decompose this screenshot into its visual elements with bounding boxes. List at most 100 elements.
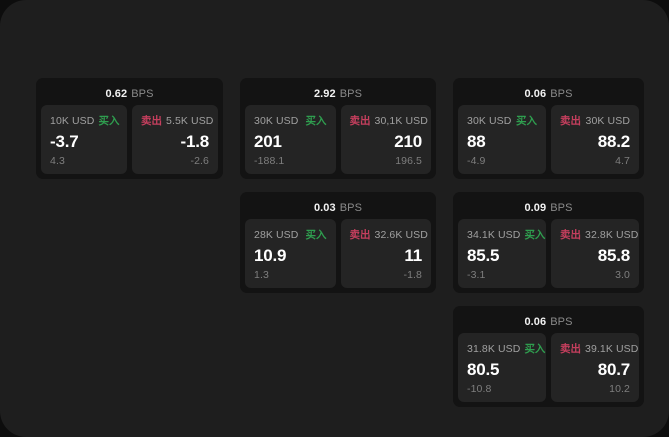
sell-price: 210 (394, 131, 422, 151)
sell-action-tag[interactable]: 卖出 (141, 115, 162, 127)
buy-side-header: 30K USD 买入 (467, 114, 537, 128)
bps-value: 0.06 (524, 88, 547, 100)
sell-price: 88.2 (597, 131, 630, 151)
card-sides: 10K USD 买入 -3.7 4.3 卖出 5.5K USD -1.8 -2.… (41, 105, 218, 174)
buy-delta: -3.1 (467, 268, 486, 281)
buy-size-label: 28K USD (254, 228, 299, 241)
bps-unit-label: BPS (550, 88, 573, 100)
sell-side-header: 卖出 30K USD (560, 114, 630, 128)
sell-price: -1.8 (180, 131, 210, 151)
buy-side-panel[interactable]: 28K USD 买入 10.9 1.3 (245, 219, 336, 288)
buy-action-tag[interactable]: 买入 (98, 115, 120, 127)
sell-side-panel[interactable]: 卖出 32.8K USD 85.8 3.0 (551, 219, 639, 288)
buy-action-tag[interactable]: 买入 (524, 343, 546, 355)
spread-column-2: 2.92 BPS 30K USD 买入 201 -188.1 卖出 (240, 78, 436, 293)
bps-value: 0.09 (524, 202, 547, 214)
buy-action-tag[interactable]: 买入 (516, 115, 537, 127)
card-header: 0.03 BPS (245, 197, 431, 219)
bps-unit-label: BPS (339, 202, 363, 214)
buy-side-panel[interactable]: 31.8K USD 买入 80.5 -10.8 (458, 333, 546, 402)
sell-action-tag[interactable]: 卖出 (560, 115, 581, 127)
sell-side-panel[interactable]: 卖出 30,1K USD 210 196.5 (340, 105, 431, 174)
sell-side-header: 卖出 39.1K USD (560, 342, 638, 356)
spread-card[interactable]: 0.62 BPS 10K USD 买入 -3.7 4.3 卖出 (36, 78, 223, 179)
card-header: 0.06 BPS (458, 83, 639, 105)
sell-delta: 3.0 (615, 268, 630, 281)
sell-side-header: 卖出 32.6K USD (349, 228, 428, 242)
bps-value: 2.92 (313, 88, 336, 100)
buy-delta: -10.8 (467, 382, 492, 395)
sell-size-label: 32.6K USD (374, 228, 428, 241)
card-header: 0.06 BPS (458, 311, 639, 333)
buy-side-header: 28K USD 买入 (254, 228, 327, 242)
bps-value: 0.03 (313, 202, 336, 214)
sell-action-tag[interactable]: 卖出 (560, 229, 581, 241)
card-sides: 31.8K USD 买入 80.5 -10.8 卖出 39.1K USD 80.… (458, 333, 639, 402)
sell-side-header: 卖出 5.5K USD (141, 114, 213, 128)
bps-value: 0.62 (105, 88, 128, 100)
card-sides: 30K USD 买入 201 -188.1 卖出 30,1K USD 210 1… (245, 105, 431, 174)
buy-side-panel[interactable]: 30K USD 买入 88 -4.9 (458, 105, 546, 174)
sell-delta: -1.8 (403, 268, 422, 281)
card-sides: 28K USD 买入 10.9 1.3 卖出 32.6K USD 11 -1.8 (245, 219, 431, 288)
sell-size-label: 30,1K USD (374, 114, 428, 127)
buy-side-header: 10K USD 买入 (50, 114, 120, 128)
sell-price: 85.8 (597, 245, 630, 265)
buy-price: 80.5 (467, 359, 500, 379)
buy-side-panel[interactable]: 30K USD 买入 201 -188.1 (245, 105, 336, 174)
sell-action-tag[interactable]: 卖出 (560, 343, 581, 355)
buy-action-tag[interactable]: 买入 (524, 229, 546, 241)
sell-side-header: 卖出 30,1K USD (349, 114, 428, 128)
sell-size-label: 5.5K USD (166, 114, 214, 127)
buy-side-panel[interactable]: 10K USD 买入 -3.7 4.3 (41, 105, 127, 174)
buy-delta: -4.9 (467, 154, 486, 167)
buy-side-header: 34.1K USD 买入 (467, 228, 545, 242)
spread-card[interactable]: 0.06 BPS 31.8K USD 买入 80.5 -10.8 卖 (453, 306, 644, 407)
buy-action-tag[interactable]: 买入 (305, 115, 327, 127)
spread-column-3: 0.06 BPS 30K USD 买入 88 -4.9 卖出 (453, 78, 644, 407)
bps-unit-label: BPS (550, 202, 573, 214)
buy-side-panel[interactable]: 34.1K USD 买入 85.5 -3.1 (458, 219, 546, 288)
buy-delta: 1.3 (254, 268, 269, 281)
card-sides: 30K USD 买入 88 -4.9 卖出 30K USD 88.2 4.7 (458, 105, 639, 174)
spread-card[interactable]: 0.03 BPS 28K USD 买入 10.9 1.3 卖出 (240, 192, 436, 293)
sell-delta: 196.5 (395, 154, 422, 167)
card-header: 2.92 BPS (245, 83, 431, 105)
card-header: 0.09 BPS (458, 197, 639, 219)
buy-price: 201 (254, 131, 282, 151)
sell-side-panel[interactable]: 卖出 5.5K USD -1.8 -2.6 (132, 105, 218, 174)
sell-size-label: 30K USD (585, 114, 630, 127)
spread-column-1: 0.62 BPS 10K USD 买入 -3.7 4.3 卖出 (36, 78, 223, 179)
sell-size-label: 39.1K USD (585, 342, 639, 355)
sell-side-panel[interactable]: 卖出 39.1K USD 80.7 10.2 (551, 333, 639, 402)
sell-action-tag[interactable]: 卖出 (349, 229, 371, 241)
spread-card[interactable]: 0.06 BPS 30K USD 买入 88 -4.9 卖出 (453, 78, 644, 179)
bps-value: 0.06 (524, 316, 547, 328)
buy-price: -3.7 (50, 131, 79, 151)
buy-price: 85.5 (467, 245, 500, 265)
card-sides: 34.1K USD 买入 85.5 -3.1 卖出 32.8K USD 85.8… (458, 219, 639, 288)
sell-delta: 4.7 (615, 154, 630, 167)
bps-unit-label: BPS (131, 88, 154, 100)
spread-card[interactable]: 2.92 BPS 30K USD 买入 201 -188.1 卖出 (240, 78, 436, 179)
buy-action-tag[interactable]: 买入 (305, 229, 327, 241)
buy-size-label: 30K USD (467, 114, 512, 127)
buy-side-header: 31.8K USD 买入 (467, 342, 545, 356)
bps-unit-label: BPS (339, 88, 363, 100)
buy-size-label: 31.8K USD (467, 342, 521, 355)
sell-side-panel[interactable]: 卖出 30K USD 88.2 4.7 (551, 105, 639, 174)
buy-delta: -188.1 (254, 154, 285, 167)
sell-size-label: 32.8K USD (585, 228, 639, 241)
buy-size-label: 10K USD (50, 114, 95, 127)
buy-price: 10.9 (254, 245, 287, 265)
sell-side-panel[interactable]: 卖出 32.6K USD 11 -1.8 (340, 219, 431, 288)
sell-price: 11 (404, 245, 422, 265)
card-header: 0.62 BPS (41, 83, 218, 105)
spread-card[interactable]: 0.09 BPS 34.1K USD 买入 85.5 -3.1 卖出 (453, 192, 644, 293)
sell-action-tag[interactable]: 卖出 (349, 115, 371, 127)
buy-price: 88 (467, 131, 486, 151)
bps-unit-label: BPS (550, 316, 573, 328)
sell-delta: -2.6 (190, 154, 209, 167)
buy-side-header: 30K USD 买入 (254, 114, 327, 128)
